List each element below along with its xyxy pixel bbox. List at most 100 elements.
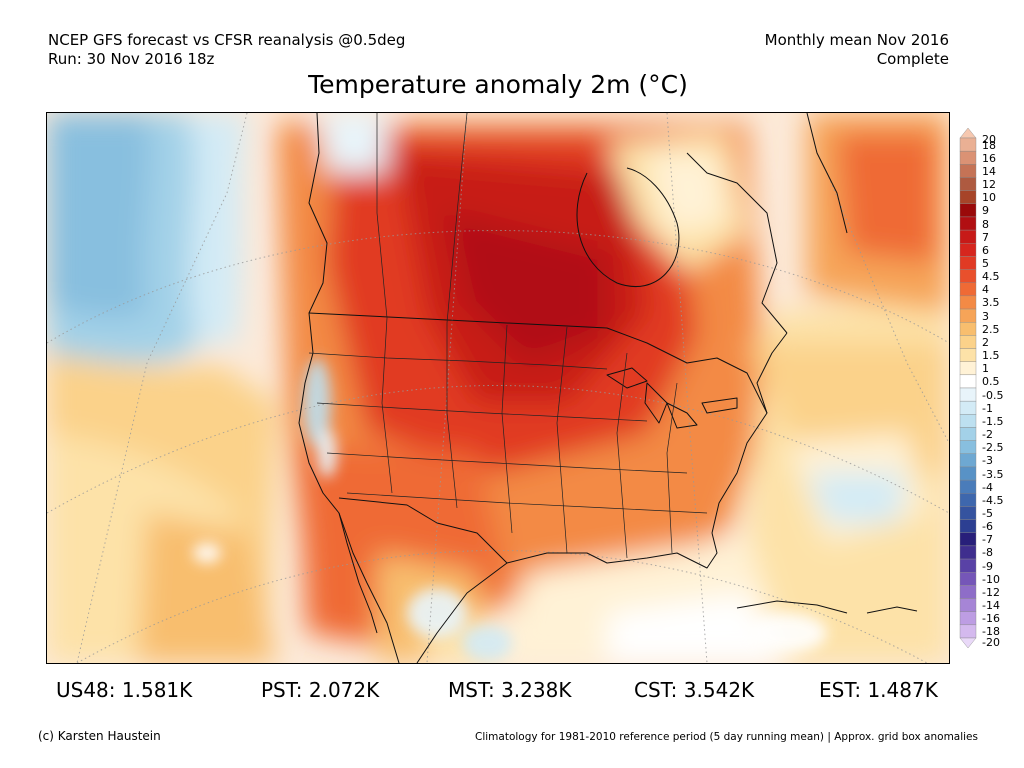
colorbar-swatch — [959, 624, 977, 639]
colorbar-label: 1.5 — [982, 349, 1000, 363]
colorbar-swatch — [959, 440, 977, 454]
colorbar-swatch — [959, 532, 977, 547]
colorbar-label: -20 — [982, 636, 1000, 649]
colorbar-label: 18 — [982, 138, 996, 152]
colorbar-label: 6 — [982, 243, 989, 257]
colorbar-label: -3 — [982, 454, 993, 468]
colorbar-label: -2 — [982, 428, 993, 442]
stat-est: EST: 1.487K — [819, 678, 938, 702]
colorbar-swatch — [959, 572, 977, 586]
colorbar-swatch — [959, 137, 977, 152]
colorbar-swatch — [959, 308, 977, 323]
colorbar-swatch — [959, 493, 977, 507]
anomaly-speckle — [193, 358, 827, 661]
header-run-line: Run: 30 Nov 2016 18z — [48, 50, 215, 68]
colorbar-label: -0.5 — [982, 388, 1004, 402]
colorbar-swatch — [959, 282, 977, 297]
colorbar-swatch — [959, 427, 977, 441]
colorbar-label: -1.5 — [982, 414, 1004, 428]
colorbar-swatch — [959, 229, 977, 244]
colorbar-swatch — [959, 558, 977, 573]
copyright: (c) Karsten Haustein — [38, 729, 161, 743]
colorbar-label: 12 — [982, 178, 996, 192]
stat-label: PST: — [261, 678, 309, 702]
colorbar-label: 7 — [982, 230, 989, 244]
climatology-note: Climatology for 1981-2010 reference peri… — [475, 731, 978, 743]
colorbar-label: 1 — [982, 362, 989, 376]
stat-us48: US48: 1.581K — [56, 678, 192, 702]
colorbar-swatch — [959, 585, 977, 599]
anomaly-map-svg — [47, 113, 949, 663]
colorbar-label: -6 — [982, 520, 993, 534]
colorbar-label: 2.5 — [982, 322, 1000, 336]
graticule-lines — [47, 113, 949, 663]
colorbar-label: -14 — [982, 599, 1000, 613]
colorbar-label: 3.5 — [982, 296, 1000, 310]
colorbar-label: 14 — [982, 164, 996, 178]
colorbar-swatch — [959, 400, 977, 415]
colorbar-swatch — [959, 177, 977, 191]
colorbar-label: -18 — [982, 625, 1000, 639]
coastlines — [298, 113, 918, 663]
stat-label: US48: — [56, 678, 122, 702]
colorbar-swatch — [959, 216, 977, 231]
colorbar-swatch — [959, 519, 977, 533]
colorbar-label: 9 — [982, 204, 989, 218]
colorbar-swatch — [959, 150, 977, 165]
header-left: NCEP GFS forecast vs CFSR reanalysis @0.… — [48, 31, 405, 69]
colorbar-swatch — [959, 466, 977, 481]
stat-value: 3.238K — [501, 678, 572, 702]
colorbar-label: 8 — [982, 217, 989, 231]
header-status-line: Complete — [876, 50, 949, 68]
colorbar-swatch — [959, 453, 977, 468]
regional-stats: US48: 1.581K PST: 2.072K MST: 3.238K CST: 3… — [56, 678, 956, 706]
colorbar-label: -3.5 — [982, 467, 1004, 481]
colorbar-label: -12 — [982, 585, 1000, 599]
colorbar-label: -5 — [982, 507, 993, 520]
colorbar-label: 20 — [982, 133, 996, 146]
colorbar-swatch — [959, 269, 977, 283]
colorbar-swatch — [959, 295, 977, 310]
colorbar-label: -10 — [982, 572, 1000, 586]
colorbar-swatch — [959, 190, 977, 204]
anomaly-map — [46, 112, 950, 664]
stat-value: 1.487K — [867, 678, 938, 702]
colorbar-swatch — [959, 335, 977, 349]
map-title: Temperature anomaly 2m (°C) — [308, 70, 688, 99]
colorbar-swatch — [959, 387, 977, 402]
colorbar-swatch — [959, 361, 977, 376]
colorbar-swatch — [959, 348, 977, 362]
colorbar-label: -2.5 — [982, 441, 1004, 455]
colorbar-label: 3 — [982, 309, 989, 323]
colorbar-swatch — [959, 506, 977, 520]
colorbar-swatch — [959, 598, 977, 612]
stat-cst: CST: 3.542K — [634, 678, 754, 702]
stat-mst: MST: 3.238K — [448, 678, 571, 702]
colorbar — [959, 128, 977, 648]
colorbar-swatch — [959, 374, 977, 389]
colorbar-swatch — [959, 611, 977, 626]
stat-value: 3.542K — [683, 678, 755, 702]
stat-label: EST: — [819, 678, 868, 702]
stat-label: MST: — [448, 678, 502, 702]
colorbar-label: 16 — [982, 151, 996, 165]
header-model-line: NCEP GFS forecast vs CFSR reanalysis @0.… — [48, 31, 406, 49]
colorbar-swatch — [959, 414, 977, 428]
stat-value: 2.072K — [308, 678, 380, 702]
colorbar-label: 10 — [982, 191, 996, 205]
colorbar-label: -4 — [982, 480, 993, 494]
stat-pst: PST: 2.072K — [261, 678, 379, 702]
header-right: Monthly mean Nov 2016 Complete — [765, 31, 949, 69]
colorbar-label: -9 — [982, 559, 993, 573]
colorbar-swatch — [959, 164, 977, 178]
colorbar-label: 5 — [982, 257, 989, 270]
colorbar-label: 4.5 — [982, 270, 1000, 284]
colorbar-swatch — [959, 545, 977, 560]
colorbar-label: -16 — [982, 612, 1000, 626]
colorbar-swatch — [959, 322, 977, 336]
colorbar-label: -7 — [982, 533, 993, 547]
colorbar-label: 2 — [982, 335, 989, 349]
anomaly-field — [47, 113, 949, 663]
colorbar-label: -8 — [982, 546, 993, 560]
stat-label: CST: — [634, 678, 684, 702]
